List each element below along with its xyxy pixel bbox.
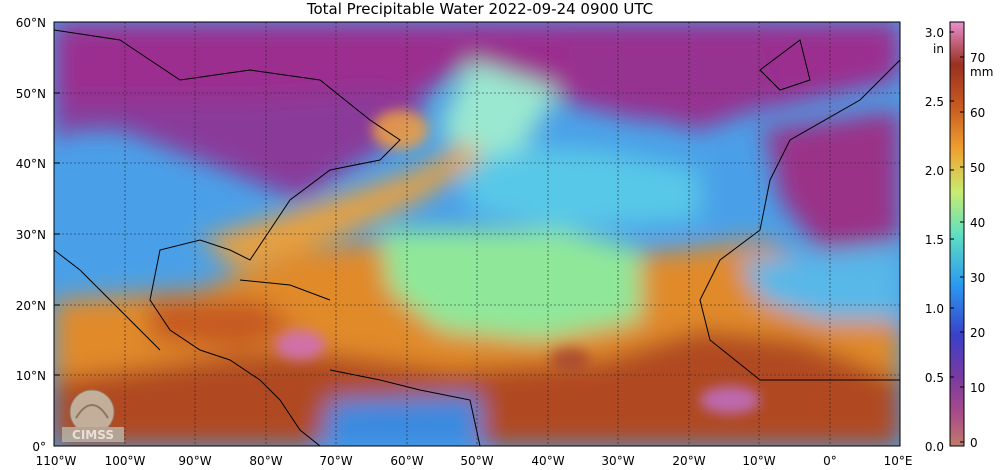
lon-label: 100°W xyxy=(105,454,146,468)
lat-labels: 60°N 50°N 40°N 30°N 20°N 10°N 0° xyxy=(16,16,46,454)
lon-label: 70°W xyxy=(319,454,352,468)
lon-label: 110°W xyxy=(36,454,77,468)
lon-label: 50°W xyxy=(460,454,493,468)
mm-tick: 70 xyxy=(970,51,985,65)
lon-label: 20°W xyxy=(672,454,705,468)
lat-label: 40°N xyxy=(16,157,46,171)
lat-label: 60°N xyxy=(16,16,46,30)
lon-label: 90°W xyxy=(178,454,211,468)
lon-label: 0° xyxy=(823,454,837,468)
mm-tick: 50 xyxy=(970,161,985,175)
unit-in-label: in xyxy=(933,42,944,56)
map-title: Total Precipitable Water 2022-09-24 0900… xyxy=(306,0,654,18)
lat-label: 10°N xyxy=(16,369,46,383)
mm-tick: 60 xyxy=(970,106,985,120)
in-tick: 2.0 xyxy=(925,164,944,178)
mm-tick: 20 xyxy=(970,326,985,340)
lon-label: 30°W xyxy=(601,454,634,468)
in-tick: 2.5 xyxy=(925,95,944,109)
map-ticks xyxy=(54,21,60,447)
lon-label: 10°W xyxy=(742,454,775,468)
in-tick: 1.0 xyxy=(925,302,944,316)
lat-label: 0° xyxy=(32,440,46,454)
graticule xyxy=(54,22,900,446)
lon-label: 80°W xyxy=(249,454,282,468)
in-tick: 3.0 xyxy=(925,26,944,40)
lon-labels: 110°W 100°W 90°W 80°W 70°W 60°W 50°W 40°… xyxy=(36,454,913,468)
coastlines xyxy=(54,29,900,446)
lat-label: 50°N xyxy=(16,87,46,101)
lat-label: 20°N xyxy=(16,299,46,313)
in-tick: 0.5 xyxy=(925,371,944,385)
lon-label: 60°W xyxy=(390,454,423,468)
mm-tick: 30 xyxy=(970,271,985,285)
unit-mm-label: mm xyxy=(970,65,993,79)
mm-tick: 0 xyxy=(970,436,978,450)
colorbar: 3.0 in 2.5 2.0 1.5 1.0 0.5 0.0 70 mm 60 … xyxy=(925,21,993,454)
lat-label: 30°N xyxy=(16,228,46,242)
logo-text: CIMSS xyxy=(72,428,114,442)
in-tick: 0.0 xyxy=(925,440,944,454)
in-tick: 1.5 xyxy=(925,233,944,247)
lon-label: 40°W xyxy=(531,454,564,468)
mm-tick: 10 xyxy=(970,381,985,395)
mm-tick: 40 xyxy=(970,216,985,230)
cimss-logo: CIMSS xyxy=(62,389,124,442)
colorbar-scale xyxy=(949,21,965,447)
lon-label: 10°E xyxy=(884,454,913,468)
